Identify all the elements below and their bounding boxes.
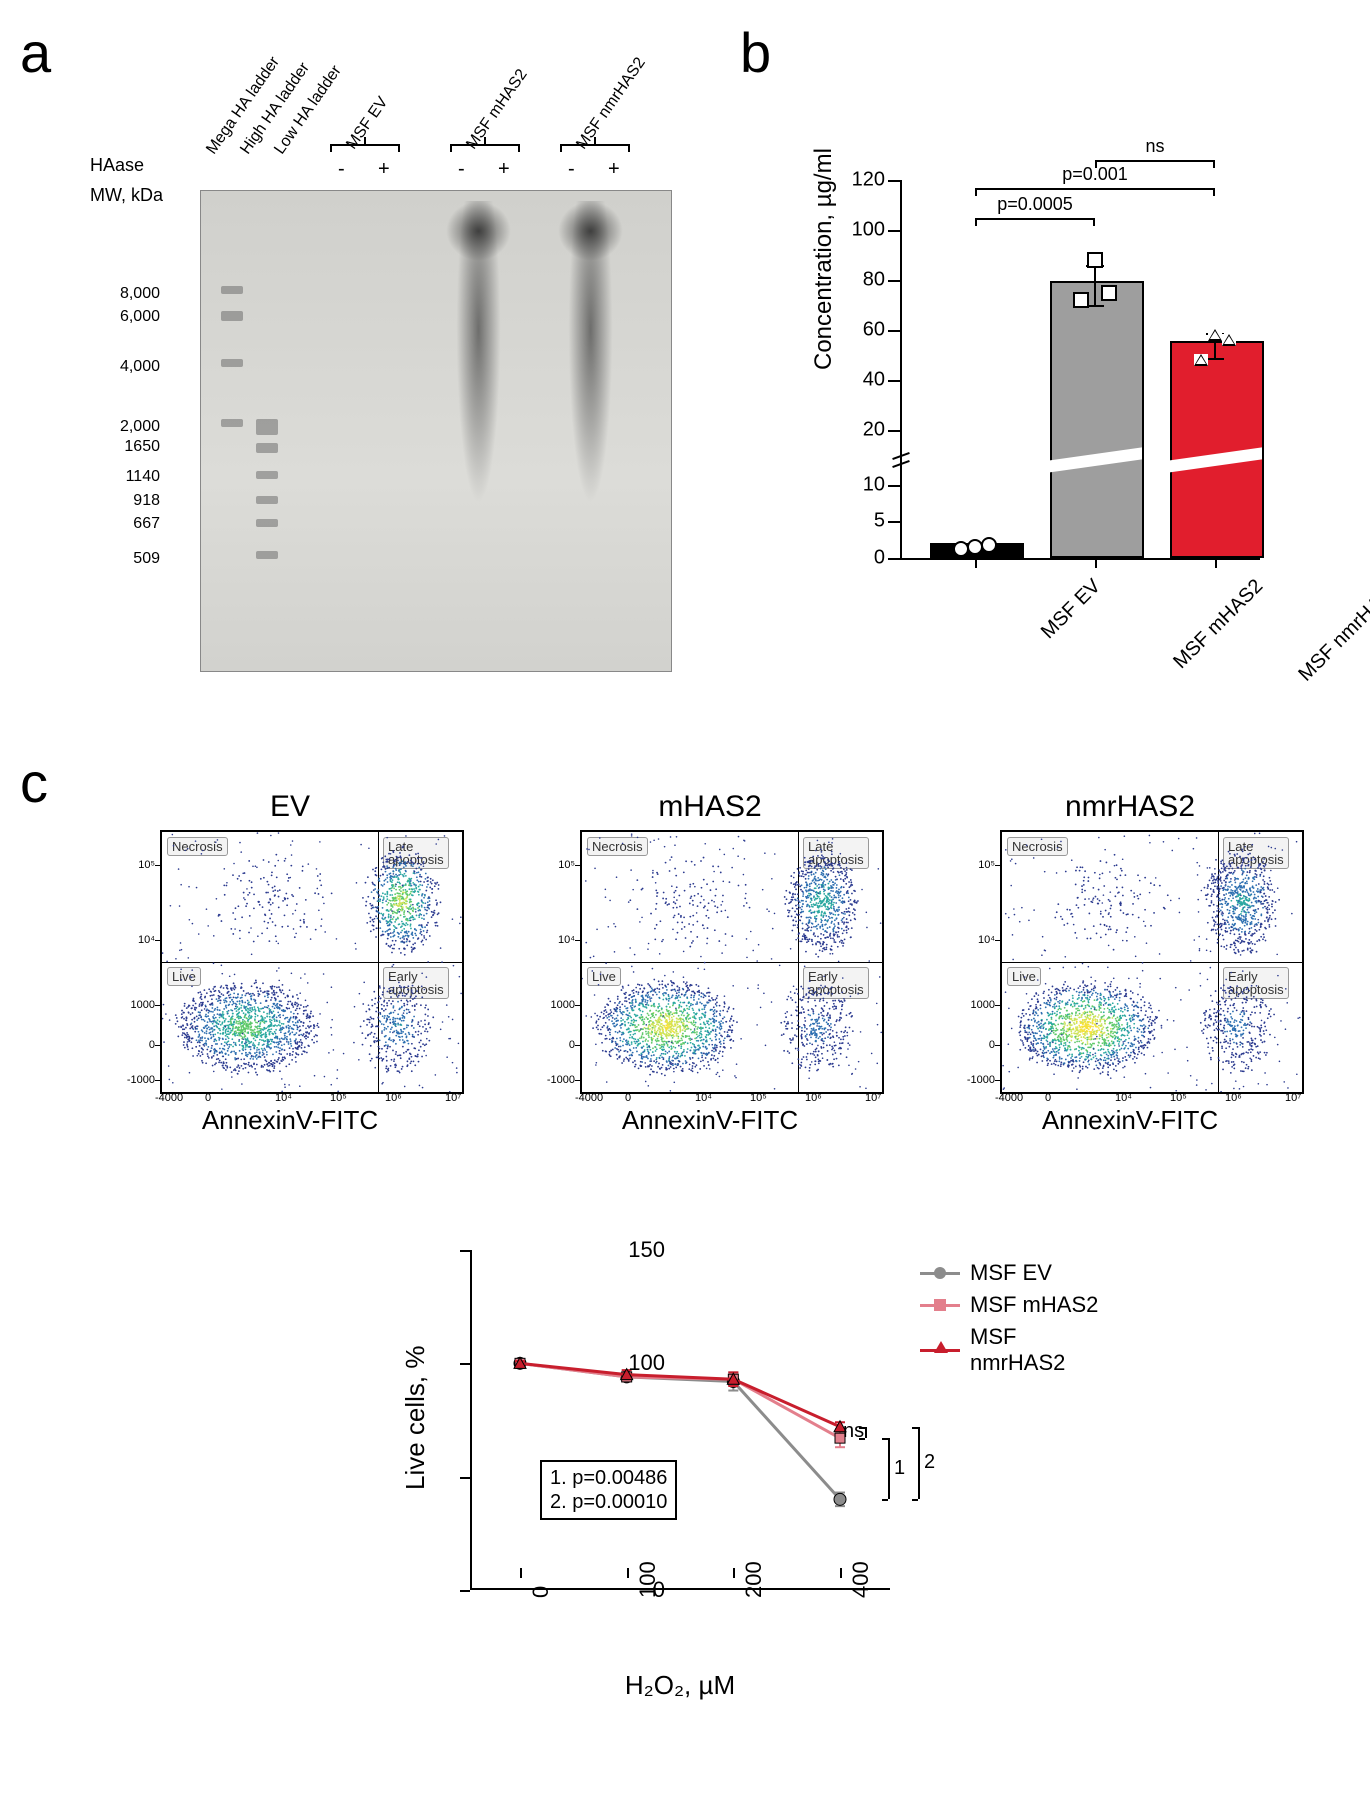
mw-tick: 1140: [126, 468, 160, 486]
haase-mark: +: [608, 158, 620, 181]
figure-root: a HAase MW, kDa 8,000 6,000 4,000 2,000 1650…: [20, 20, 1350, 1780]
haase-mark: +: [498, 158, 510, 181]
haase-mark: -: [458, 158, 465, 181]
mw-tick: 918: [133, 492, 160, 510]
haase-mark: -: [568, 158, 575, 181]
gel-image: [200, 190, 672, 672]
panel-c: PI EV-4000010⁴10⁵10⁶10⁷-10000100010⁴10⁵N…: [70, 760, 1350, 1760]
panel-a-label: a: [20, 20, 51, 85]
mw-tick: 667: [133, 515, 160, 533]
bar-xlabel: MSF nmrHAS2: [1294, 575, 1370, 686]
mw-tick: 4,000: [120, 358, 160, 376]
facs-xlabel: AnnexinV-FITC: [520, 1105, 900, 1136]
lane-label: MSF nmrHAS2: [573, 55, 649, 153]
facs-title: EV: [100, 790, 480, 824]
significance-label: ns: [1145, 136, 1164, 157]
significance-label: ns: [843, 1420, 864, 1443]
lc-xlabel: H₂O₂, µM: [470, 1670, 890, 1701]
line-chart: Live cells, % H₂O₂, µM 05010015001002004…: [380, 1230, 1100, 1730]
bar-chart: Concentration, µg/ml 051020406080100120M…: [820, 180, 1280, 600]
facs-plot: -4000010⁴10⁵10⁶10⁷-10000100010⁴10⁵Necros…: [100, 830, 480, 1140]
bar-xlabel: MSF EV: [1037, 575, 1106, 644]
bar-xlabel: MSF mHAS2: [1169, 575, 1268, 674]
significance-label: 2: [924, 1451, 935, 1474]
facs-xlabel: AnnexinV-FITC: [100, 1105, 480, 1136]
mw-tick: 509: [133, 550, 160, 568]
facs-title: mHAS2: [520, 790, 900, 824]
panel-c-label: c: [20, 750, 48, 815]
significance-label: 1: [894, 1457, 905, 1480]
legend: MSF EV MSF mHAS2 MSF nmrHAS2: [920, 1260, 1100, 1382]
haase-mark: -: [338, 158, 345, 181]
legend-item: MSF nmrHAS2: [920, 1324, 1100, 1376]
legend-item: MSF EV: [920, 1260, 1100, 1286]
mw-tick: 8,000: [120, 285, 160, 303]
panel-a: HAase MW, kDa 8,000 6,000 4,000 2,000 1650 11…: [80, 40, 700, 710]
facs-title: nmrHAS2: [940, 790, 1320, 824]
mw-tick: 1650: [124, 438, 160, 456]
mw-tick: 6,000: [120, 308, 160, 326]
significance-label: p=0.0005: [997, 194, 1073, 215]
facs-plot: -4000010⁴10⁵10⁶10⁷-10000100010⁴10⁵Necros…: [940, 830, 1320, 1140]
p-value-box: 1. p=0.00486 2. p=0.00010: [540, 1460, 677, 1520]
lc-ylabel: Live cells, %: [400, 1346, 431, 1491]
mw-label: MW, kDa: [90, 185, 163, 206]
haase-mark: +: [378, 158, 390, 181]
bar-ylabel: Concentration, µg/ml: [810, 148, 838, 370]
mw-tick: 2,000: [120, 418, 160, 436]
facs-xlabel: AnnexinV-FITC: [940, 1105, 1320, 1136]
lane-label: MSF mHAS2: [463, 66, 531, 153]
legend-item: MSF mHAS2: [920, 1292, 1100, 1318]
haase-label: HAase: [90, 155, 144, 176]
bar: [1050, 281, 1144, 558]
facs-plot: -4000010⁴10⁵10⁶10⁷-10000100010⁴10⁵Necros…: [520, 830, 900, 1140]
gel-smear: [451, 201, 506, 631]
panel-b: Concentration, µg/ml 051020406080100120M…: [760, 40, 1340, 710]
gel-smear: [563, 201, 618, 631]
